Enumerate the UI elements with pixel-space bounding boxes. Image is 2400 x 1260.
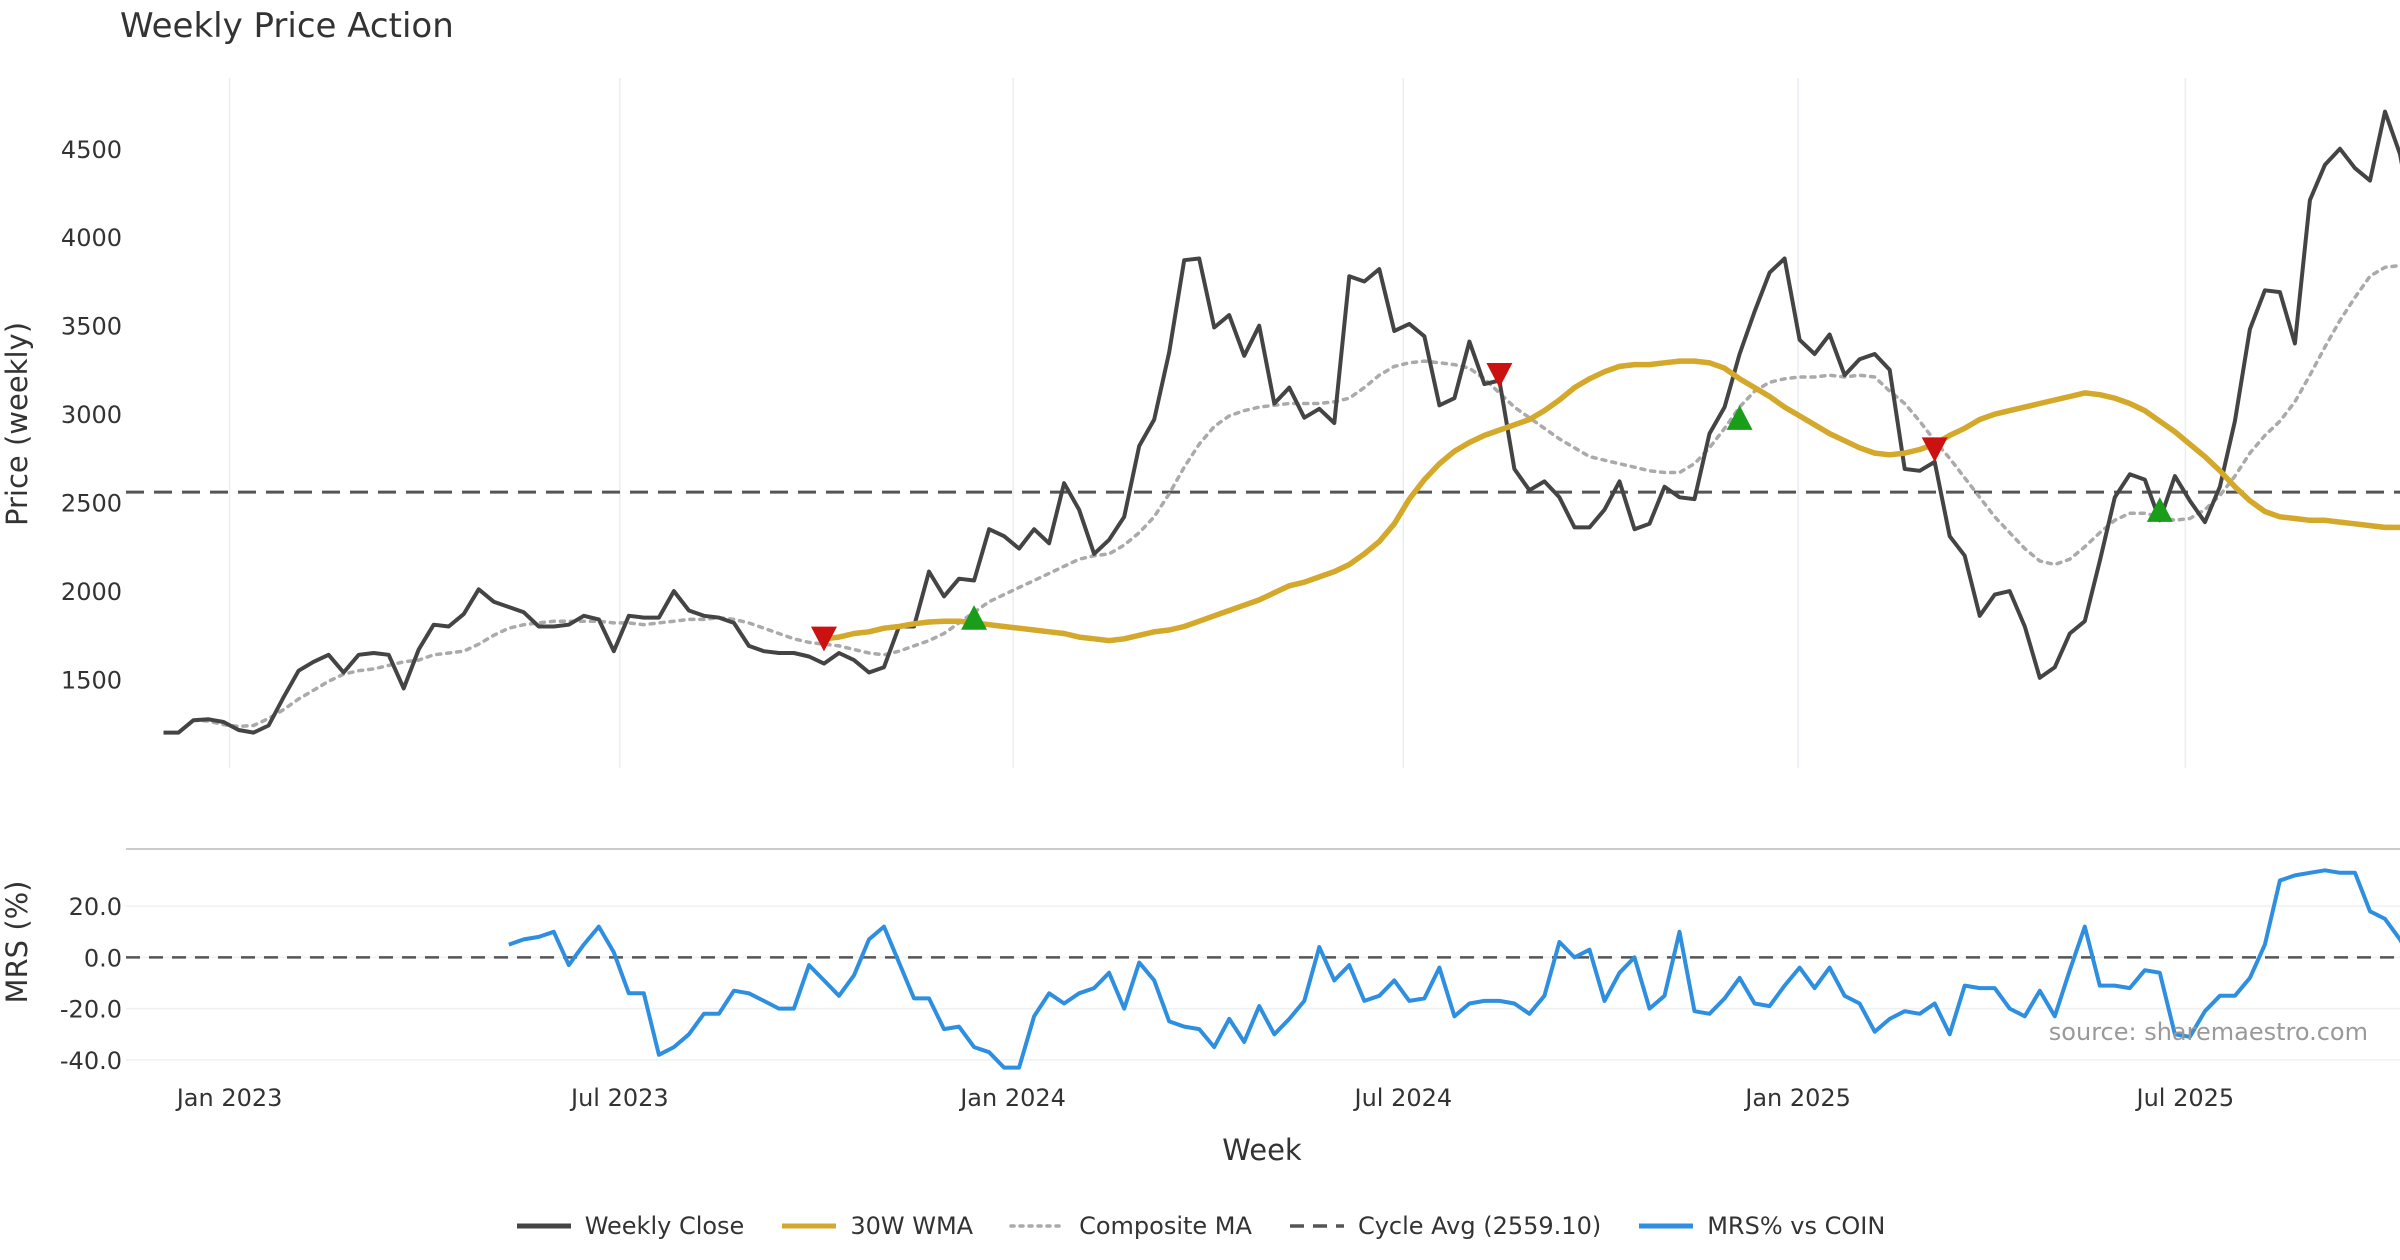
sell-signal-marker — [810, 626, 837, 652]
x-tick-label: Jan 2025 — [1743, 1084, 1851, 1112]
price-y-axis-label: Price (weekly) — [0, 322, 34, 526]
composite-ma-line — [191, 263, 2400, 729]
legend-swatch — [782, 1223, 837, 1229]
source-credit: source: sharemaestro.com — [2048, 1018, 2368, 1046]
legend-item: MRS% vs COIN — [1637, 1212, 1885, 1240]
sell-signal-marker — [1921, 437, 1948, 463]
price-y-tick-label: 2000 — [61, 578, 122, 606]
x-tick-label: Jul 2025 — [2135, 1084, 2235, 1112]
legend-swatch — [1009, 1224, 1067, 1228]
price-y-tick-label: 2500 — [61, 490, 122, 518]
legend-item: Cycle Avg (2559.10) — [1288, 1212, 1601, 1240]
legend-item: Composite MA — [1009, 1212, 1252, 1240]
x-tick-label: Jan 2024 — [958, 1084, 1066, 1112]
x-tick-label: Jul 2024 — [1353, 1084, 1453, 1112]
chart-title: Weekly Price Action — [120, 6, 454, 46]
price-y-tick-label: 3500 — [61, 313, 122, 341]
x-axis-label: Week — [1222, 1133, 1302, 1167]
legend-label: MRS% vs COIN — [1707, 1212, 1886, 1240]
grid-layer — [126, 78, 2400, 1061]
mrs-panel — [126, 868, 2400, 1070]
wma-30w-line — [823, 358, 2400, 644]
legend-item: 30W WMA — [780, 1212, 973, 1240]
x-tick-label: Jul 2023 — [569, 1084, 669, 1112]
buy-signal-marker — [961, 605, 988, 630]
legend-swatch — [516, 1223, 571, 1229]
x-tick-label: Jan 2023 — [175, 1084, 283, 1112]
legend-label: Weekly Close — [584, 1212, 745, 1240]
legend-label: 30W WMA — [850, 1212, 974, 1240]
mrs-y-axis-label: MRS (%) — [0, 881, 34, 1004]
sell-signal-marker — [1486, 363, 1513, 388]
legend-item: Weekly Close — [515, 1212, 745, 1240]
price-y-tick-label: 4500 — [61, 136, 122, 164]
price-y-tick-label: 1500 — [61, 667, 122, 695]
mrs-line — [508, 868, 2400, 1070]
price-y-tick-label: 3000 — [61, 401, 122, 429]
buy-signal-marker — [2146, 497, 2173, 522]
mrs-y-tick-label: 20.0 — [69, 893, 122, 921]
legend-label: Composite MA — [1079, 1212, 1252, 1240]
weekly-close-line — [163, 109, 2400, 735]
legend-swatch — [1639, 1223, 1694, 1229]
buy-signal-marker — [1726, 405, 1753, 430]
mrs-y-tick-label: -20.0 — [60, 996, 122, 1024]
mrs-y-tick-label: -40.0 — [60, 1047, 122, 1075]
axis-layer: Jan 2023 Jul 2023 Jan 2024 Jul 2024 Jan 2025… — [60, 136, 2234, 1112]
legend-swatch — [1289, 1224, 1344, 1228]
legend-label: Cycle Avg (2559.10) — [1357, 1212, 1602, 1240]
mrs-y-tick-label: 0.0 — [84, 944, 122, 972]
legend: Weekly Close 30W WMA Composite MA Cycle Avg… — [0, 1212, 2400, 1240]
price-panel — [126, 109, 2400, 735]
price-y-tick-label: 4000 — [61, 224, 122, 252]
